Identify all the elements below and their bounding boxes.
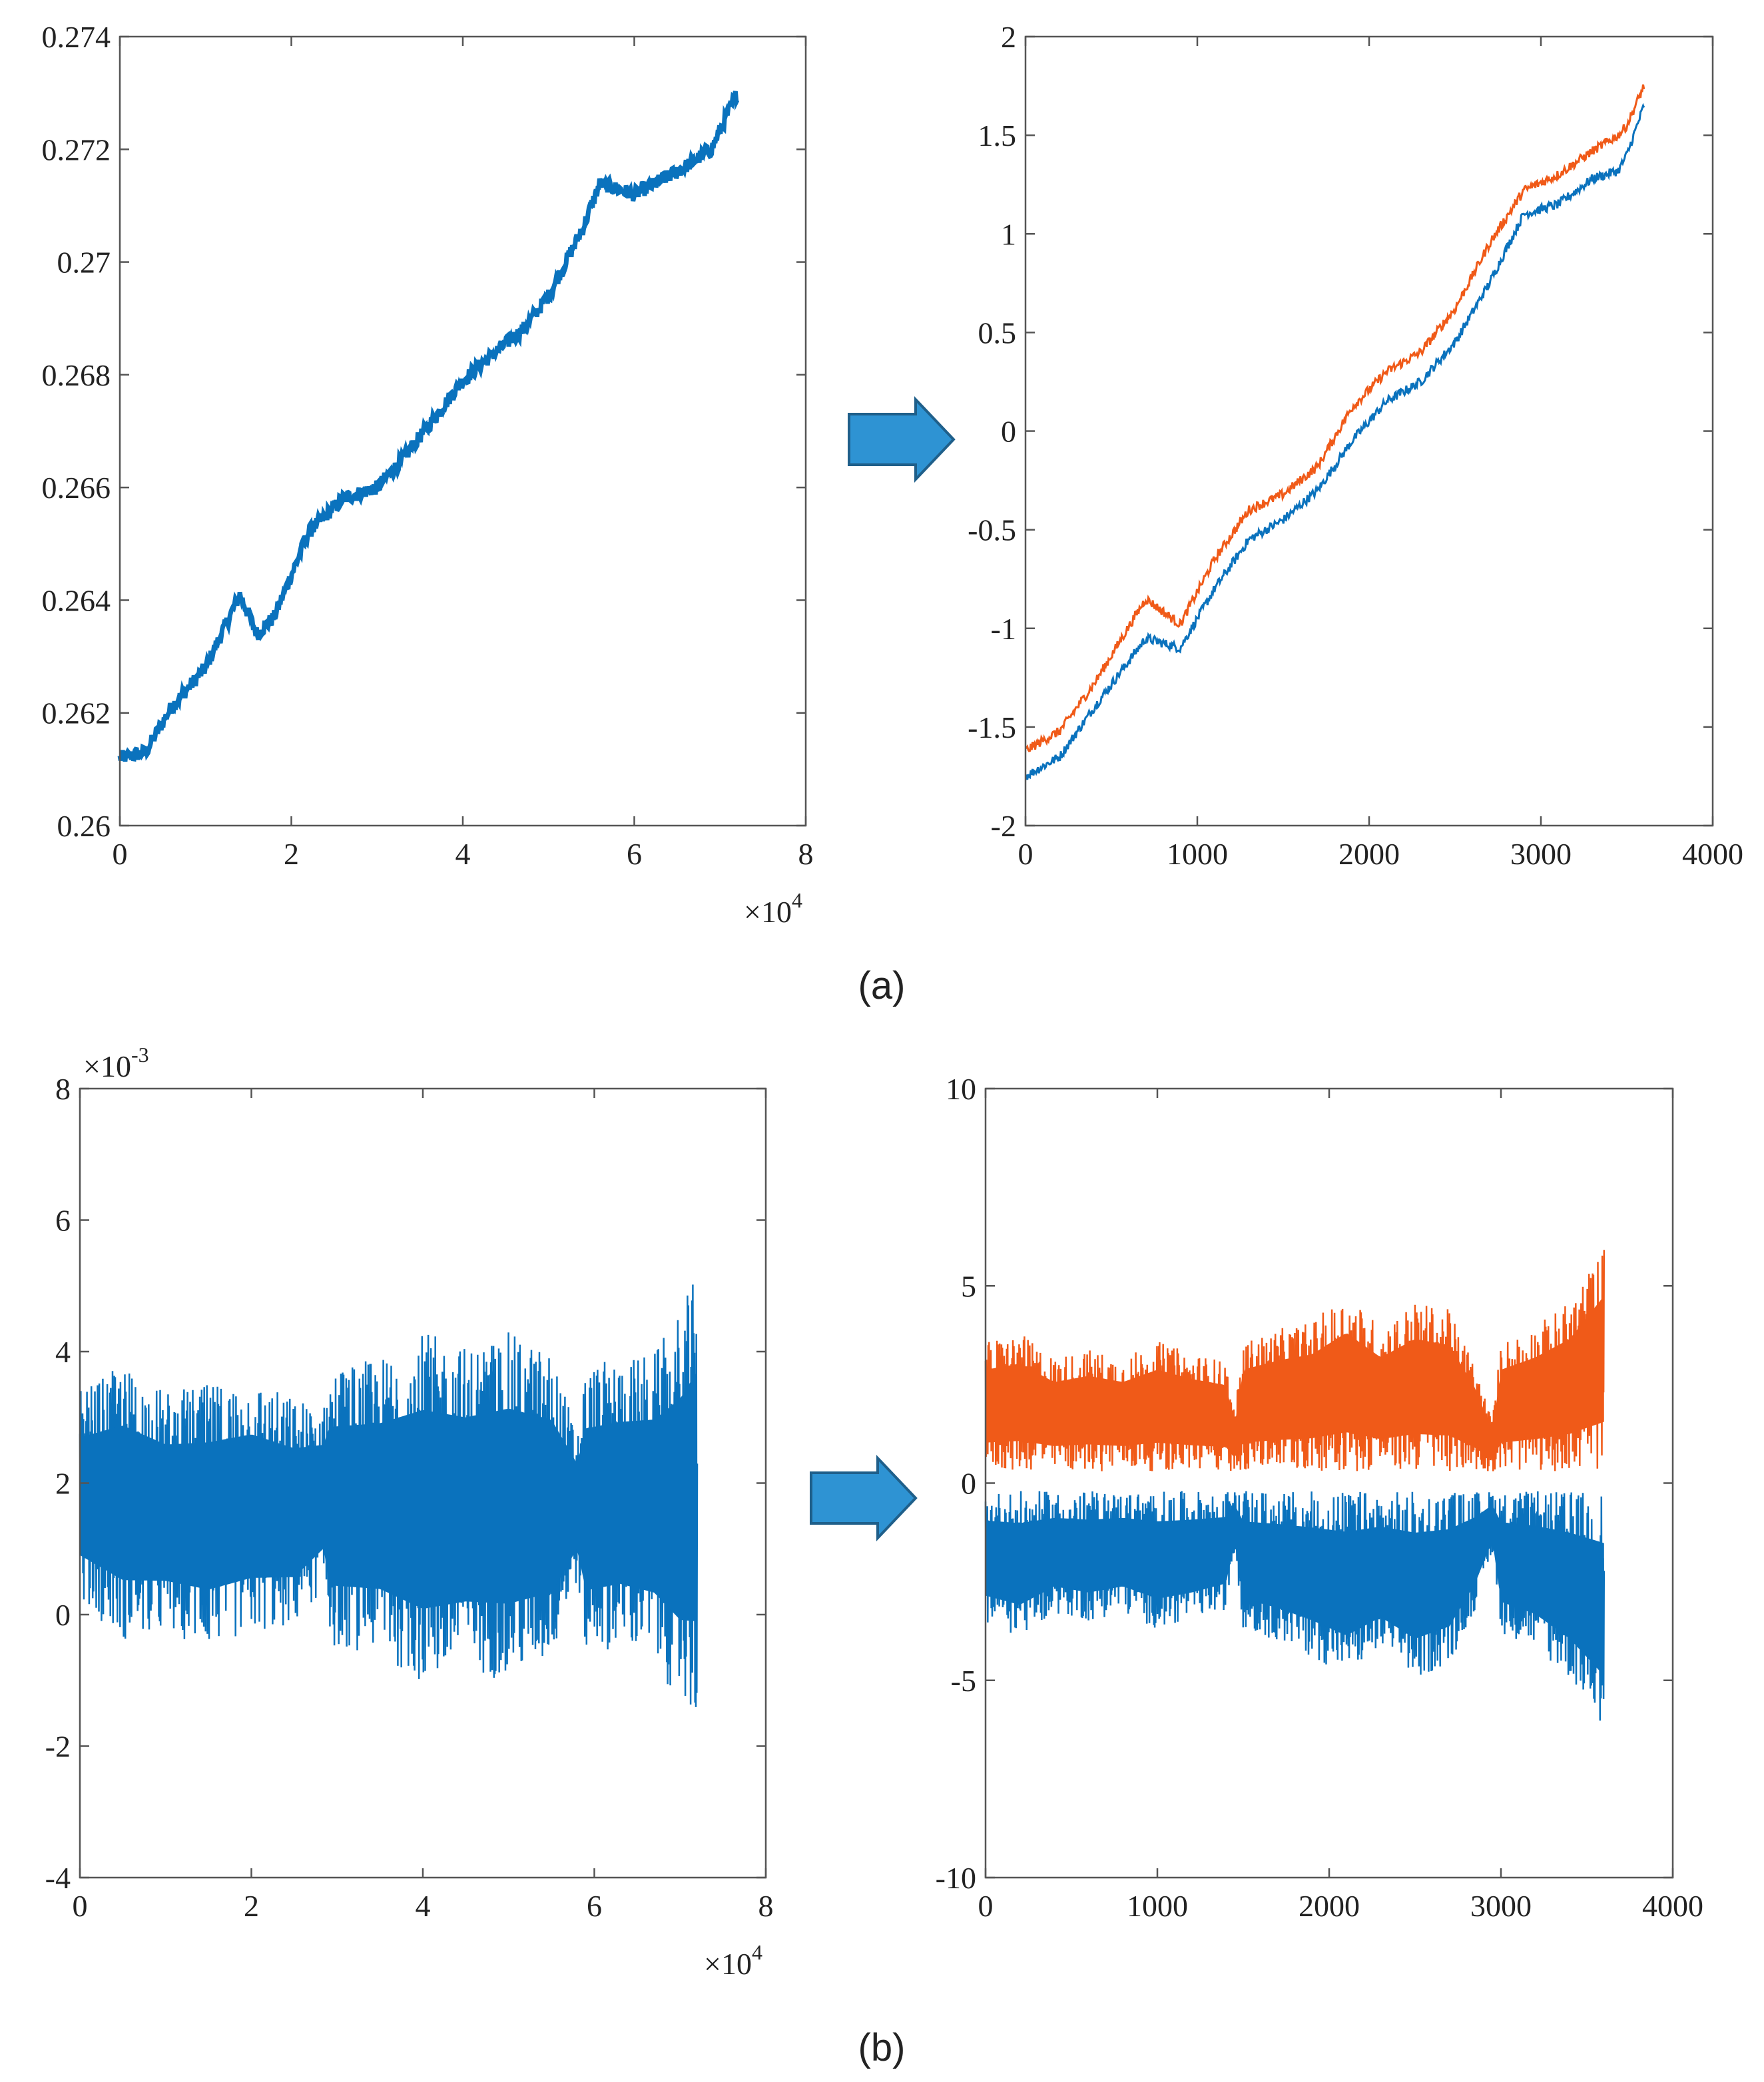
b-left-series-signal-envelope-core <box>80 1371 697 1622</box>
panel-a-right-chart: 0 1000 2000 3000 4000 -2 -1.5 -1 -0.5 0 0.5 1 1.5 2 <box>968 20 1743 871</box>
a-right-ytick-label: 1 <box>1001 217 1016 251</box>
a-right-ytick-label: -2 <box>991 809 1016 843</box>
b-right-ytick-label: -5 <box>951 1664 976 1698</box>
b-left-xtick-label: 0 <box>73 1889 88 1923</box>
arrow-a-icon <box>848 395 956 483</box>
b-right-ytick-label: -10 <box>936 1861 976 1895</box>
a-right-xtick-label: 2000 <box>1338 837 1400 871</box>
b-left-ytick-label: 0 <box>55 1598 71 1632</box>
a-left-ytick-label: 0.26 <box>57 809 111 843</box>
caption-a: (a) <box>858 964 906 1007</box>
b-left-y-multiplier: ×10-3 <box>83 1043 149 1083</box>
a-right-xtick-label: 0 <box>1018 837 1033 871</box>
a-left-series-signal <box>117 91 740 762</box>
a-right-ytick-label: 1.5 <box>978 119 1017 152</box>
b-left-ytick-label: 8 <box>55 1072 71 1106</box>
b-right-ytick-label: 5 <box>961 1269 976 1303</box>
panel-b-left-chart: 0 2 4 6 8 -4 -2 0 2 4 6 8 ×104 ×10-3 <box>45 1043 774 1981</box>
b-right-xtick-label: 0 <box>978 1889 994 1923</box>
a-right-series-lower <box>1025 103 1645 780</box>
a-right-ytick-label: -1 <box>991 612 1016 646</box>
panel-b-right-chart: 0 1000 2000 3000 4000 -10 -5 0 5 10 <box>936 1072 1703 1923</box>
arrow-b-icon <box>810 1454 918 1542</box>
a-right-ytick-label: -0.5 <box>968 513 1016 547</box>
a-left-ytick-label: 0.262 <box>42 696 111 730</box>
a-left-xtick-label: 2 <box>284 837 299 871</box>
b-left-xtick-label: 4 <box>416 1889 431 1923</box>
b-right-series-negative-envelope-core <box>986 1505 1604 1676</box>
b-right-xtick-label: 4000 <box>1642 1889 1703 1923</box>
a-right-ytick-label: 2 <box>1001 20 1016 54</box>
b-left-ytick-label: 6 <box>55 1204 71 1238</box>
b-right-ytick-label: 10 <box>946 1072 976 1106</box>
a-left-ytick-label: 0.274 <box>42 20 111 54</box>
b-left-x-multiplier: ×104 <box>704 1940 762 1981</box>
b-right-xtick-label: 3000 <box>1470 1889 1532 1923</box>
a-left-ytick-label: 0.266 <box>42 471 111 505</box>
a-right-ytick-label: 0.5 <box>978 316 1017 350</box>
caption-b: (b) <box>858 2026 906 2069</box>
a-left-xtick-label: 6 <box>627 837 642 871</box>
b-right-series-positive-envelope-core <box>986 1296 1604 1459</box>
a-left-x-multiplier: ×104 <box>744 888 802 929</box>
panel-a-left-chart: 0 2 4 6 8 0.26 0.262 0.264 0.266 0.268 0.27 0.272 0.… <box>42 20 814 929</box>
a-right-axes-frame <box>1024 35 1714 827</box>
b-left-ytick-label: 2 <box>55 1467 71 1501</box>
a-left-xtick-label: 4 <box>455 837 471 871</box>
a-right-xtick-label: 3000 <box>1510 837 1572 871</box>
a-left-ytick-label: 0.268 <box>42 358 111 392</box>
b-right-ytick-label: 0 <box>961 1467 976 1501</box>
b-right-axes-frame <box>984 1087 1674 1879</box>
a-right-series-upper <box>1025 84 1645 752</box>
a-left-ytick-label: 0.264 <box>42 583 111 617</box>
b-right-xtick-label: 2000 <box>1299 1889 1360 1923</box>
b-left-xtick-label: 8 <box>758 1889 774 1923</box>
b-left-ytick-label: 4 <box>55 1335 71 1369</box>
b-left-xtick-label: 6 <box>587 1889 602 1923</box>
b-left-ytick-label: -2 <box>45 1730 71 1764</box>
b-left-xtick-label: 2 <box>244 1889 259 1923</box>
a-left-xtick-label: 0 <box>113 837 128 871</box>
a-left-ytick-label: 0.27 <box>57 246 111 280</box>
a-left-ytick-label: 0.272 <box>42 132 111 166</box>
b-left-ytick-label: -4 <box>45 1861 71 1895</box>
a-right-xtick-label: 1000 <box>1167 837 1228 871</box>
a-right-ytick-label: -1.5 <box>968 710 1016 744</box>
b-right-xtick-label: 1000 <box>1127 1889 1188 1923</box>
a-left-xtick-label: 8 <box>798 837 814 871</box>
a-right-xtick-label: 4000 <box>1682 837 1743 871</box>
a-right-ytick-label: 0 <box>1001 415 1016 449</box>
